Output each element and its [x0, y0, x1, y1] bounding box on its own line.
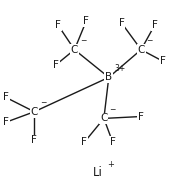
- Text: −: −: [80, 36, 86, 45]
- Text: C: C: [71, 45, 78, 55]
- Text: C: C: [100, 113, 108, 123]
- Text: F: F: [138, 112, 144, 121]
- Text: −: −: [147, 36, 153, 45]
- Text: F: F: [31, 135, 37, 145]
- Text: −: −: [40, 99, 46, 108]
- Text: F: F: [3, 92, 9, 102]
- Text: F: F: [83, 16, 89, 26]
- Text: −: −: [109, 105, 116, 114]
- Text: F: F: [119, 18, 124, 28]
- Text: C: C: [31, 107, 38, 117]
- Text: +: +: [107, 160, 114, 169]
- Text: F: F: [81, 137, 87, 147]
- Text: F: F: [160, 56, 166, 66]
- Text: F: F: [53, 60, 59, 70]
- Text: C: C: [137, 45, 145, 55]
- Text: Li: Li: [93, 166, 103, 179]
- Text: F: F: [110, 137, 116, 147]
- Text: F: F: [152, 20, 158, 30]
- Text: B: B: [105, 72, 112, 82]
- Text: F: F: [3, 117, 9, 127]
- Text: 3+: 3+: [115, 64, 126, 73]
- Text: F: F: [55, 20, 61, 30]
